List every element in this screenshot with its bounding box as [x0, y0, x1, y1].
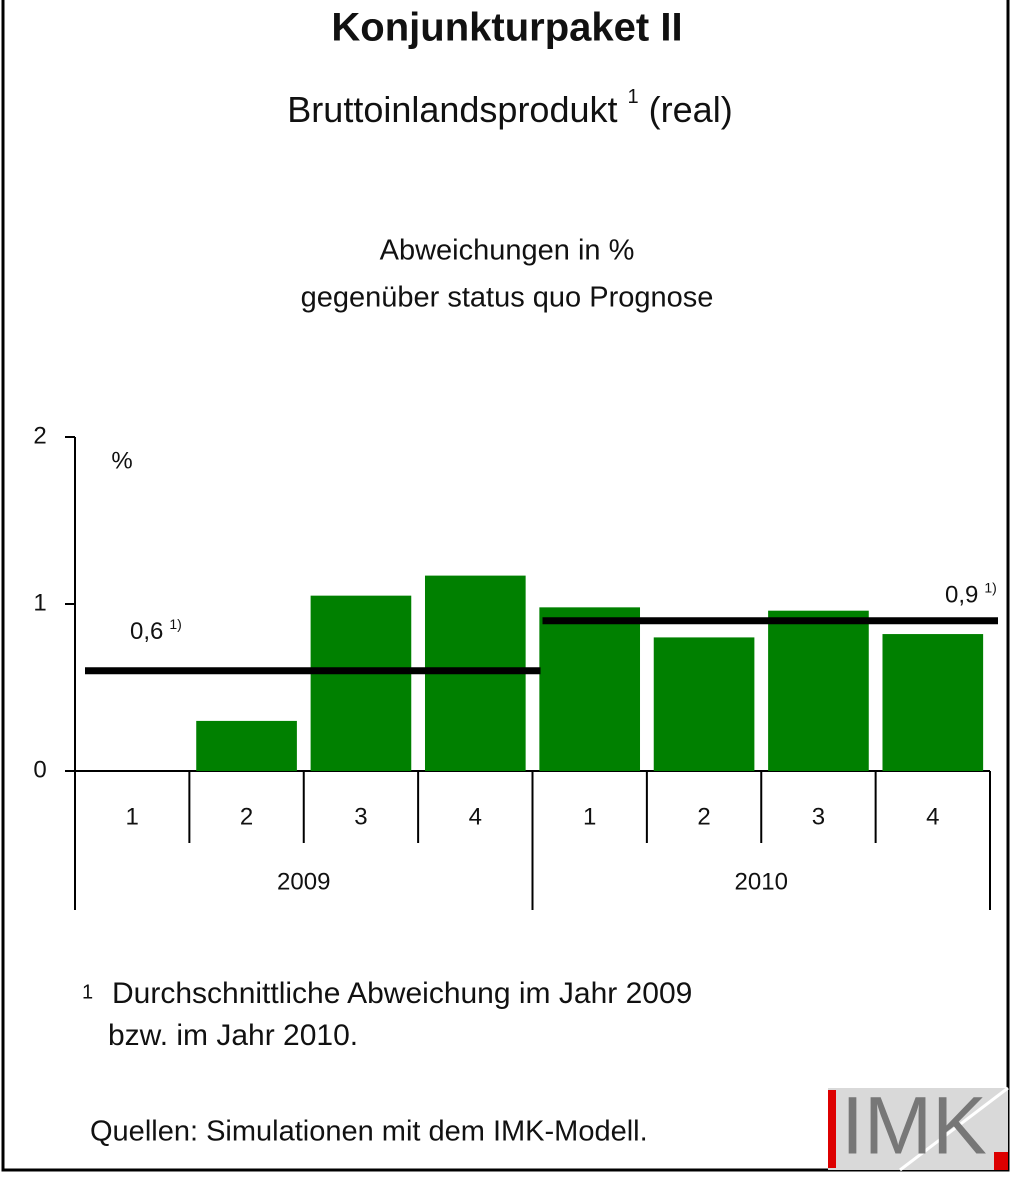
footnote: bzw. im Jahr 2010.: [108, 1019, 358, 1052]
bar: [196, 720, 297, 771]
axis-title: Abweichungen in %: [380, 235, 635, 267]
bar: [310, 595, 412, 771]
bar: [768, 610, 869, 771]
logo-text: IMK: [841, 1081, 987, 1172]
footnote: Durchschnittliche Abweichung im Jahr 200…: [112, 977, 692, 1010]
average-note: 1): [169, 616, 181, 632]
x-tick-label: 1: [126, 803, 139, 830]
x-tick-label: 2: [240, 803, 253, 830]
subtitle-sup: 1: [628, 86, 639, 108]
x-tick-label: 2: [697, 803, 710, 830]
y-tick-label: 2: [33, 422, 46, 449]
bar: [539, 607, 641, 771]
bar: [882, 634, 984, 771]
x-tick-label: 3: [354, 803, 367, 830]
average-label: 0,6 1): [130, 616, 182, 646]
chart-title: Konjunkturpaket II: [331, 6, 682, 50]
logo-dot: [994, 1152, 1008, 1170]
x-tick-label: 3: [812, 803, 825, 830]
average-value: 0,9: [945, 582, 978, 609]
x-tick-label: 1: [583, 803, 596, 830]
x-tick-label: 4: [469, 803, 482, 830]
y-unit: %: [111, 447, 132, 474]
subtitle: Bruttoinlandsprodukt 1 (real): [287, 75, 732, 130]
average-value: 0,6: [130, 618, 163, 645]
group-label: 2009: [277, 868, 330, 895]
logo-stroke: [899, 1086, 1009, 1172]
axis-title: gegenüber status quo Prognose: [301, 282, 714, 314]
subtitle-suffix: (real): [649, 89, 733, 130]
y-tick-label: 0: [33, 756, 46, 783]
bar: [653, 637, 755, 771]
logo-bar: [828, 1090, 836, 1168]
logo: IMK: [828, 1081, 1009, 1172]
subtitle-text: Bruttoinlandsprodukt: [287, 89, 617, 130]
footnote-marker: 1: [82, 981, 93, 1003]
source: Quellen: Simulationen mit dem IMK-Modell…: [90, 1116, 648, 1148]
y-tick-label: 1: [33, 589, 46, 616]
group-label: 2010: [735, 868, 788, 895]
average-label: 0,9 1): [945, 579, 997, 609]
average-note: 1): [984, 579, 996, 595]
x-tick-label: 4: [926, 803, 939, 830]
